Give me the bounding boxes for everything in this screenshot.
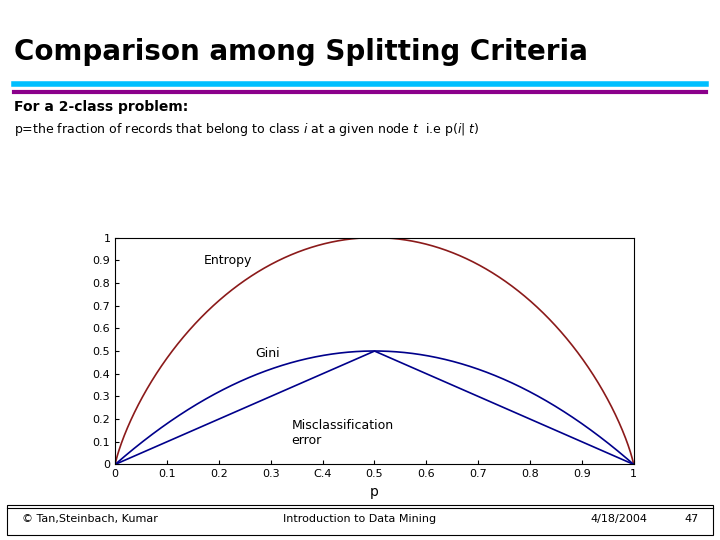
Text: © Tan,Steinbach, Kumar: © Tan,Steinbach, Kumar [22,515,158,524]
Text: p=the fraction of records that belong to class $i$ at a given node $t$  i.e p($i: p=the fraction of records that belong to… [14,122,480,138]
Text: 4/18/2004: 4/18/2004 [590,515,647,524]
Text: 47: 47 [684,515,698,524]
Text: Comparison among Splitting Criteria: Comparison among Splitting Criteria [14,38,588,66]
X-axis label: p: p [370,485,379,499]
Text: For a 2-class problem:: For a 2-class problem: [14,100,189,114]
Text: Gini: Gini [255,347,280,360]
Text: Misclassification
error: Misclassification error [292,419,394,447]
Text: Introduction to Data Mining: Introduction to Data Mining [284,515,436,524]
Text: Entropy: Entropy [203,254,252,267]
